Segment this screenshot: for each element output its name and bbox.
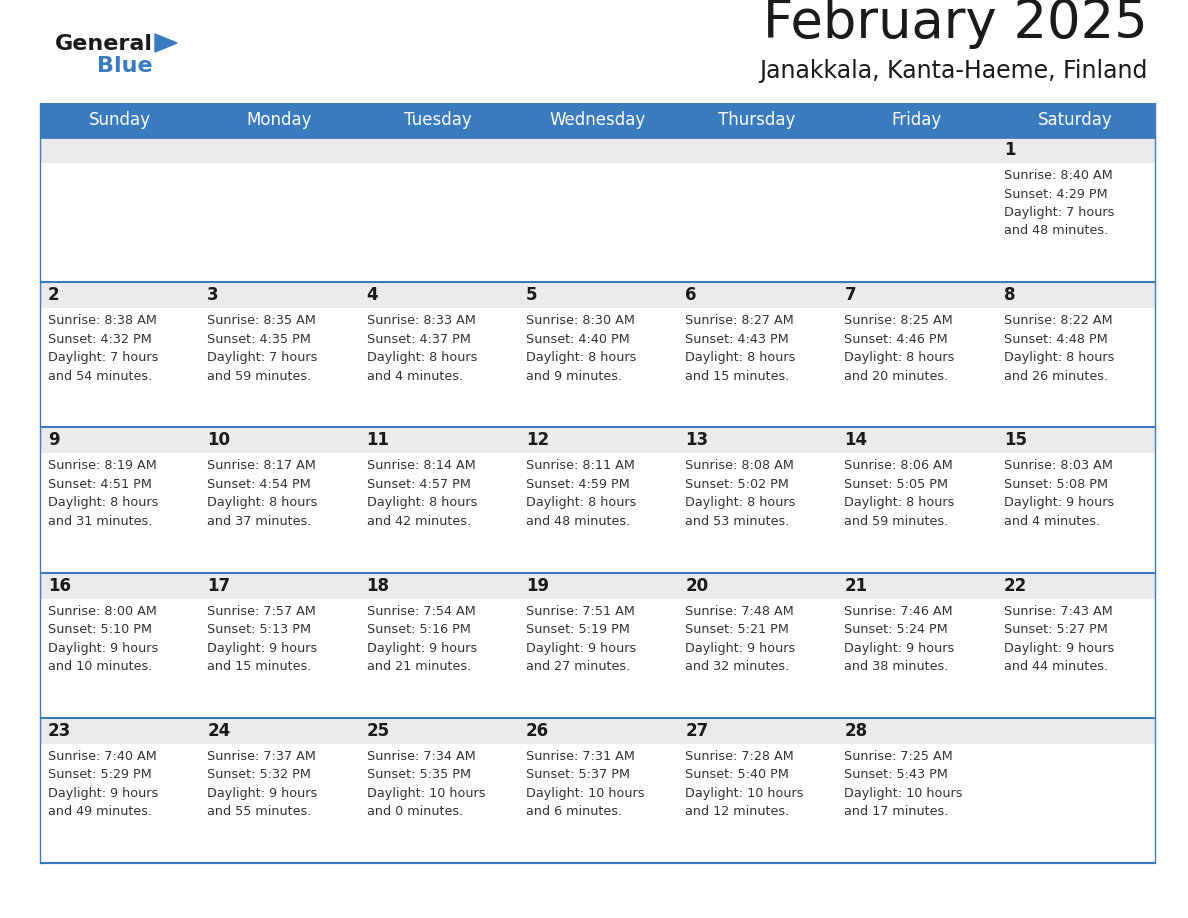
Bar <box>40 103 1155 137</box>
Text: Sunrise: 8:08 AM
Sunset: 5:02 PM
Daylight: 8 hours
and 53 minutes.: Sunrise: 8:08 AM Sunset: 5:02 PM Dayligh… <box>685 459 796 528</box>
Text: 1: 1 <box>1004 141 1016 159</box>
Text: 22: 22 <box>1004 577 1026 595</box>
Text: 23: 23 <box>48 722 71 740</box>
Text: Sunrise: 8:35 AM
Sunset: 4:35 PM
Daylight: 7 hours
and 59 minutes.: Sunrise: 8:35 AM Sunset: 4:35 PM Dayligh… <box>207 314 317 383</box>
Text: 6: 6 <box>685 286 696 304</box>
Text: Sunrise: 8:03 AM
Sunset: 5:08 PM
Daylight: 9 hours
and 4 minutes.: Sunrise: 8:03 AM Sunset: 5:08 PM Dayligh… <box>1004 459 1114 528</box>
Text: Sunrise: 8:25 AM
Sunset: 4:46 PM
Daylight: 8 hours
and 20 minutes.: Sunrise: 8:25 AM Sunset: 4:46 PM Dayligh… <box>845 314 955 383</box>
Text: 17: 17 <box>207 577 230 595</box>
Text: Monday: Monday <box>246 111 311 129</box>
Bar <box>40 453 1155 573</box>
Text: 27: 27 <box>685 722 708 740</box>
Bar <box>40 599 1155 718</box>
Text: Sunrise: 8:40 AM
Sunset: 4:29 PM
Daylight: 7 hours
and 48 minutes.: Sunrise: 8:40 AM Sunset: 4:29 PM Dayligh… <box>1004 169 1114 238</box>
Text: Sunrise: 8:22 AM
Sunset: 4:48 PM
Daylight: 8 hours
and 26 minutes.: Sunrise: 8:22 AM Sunset: 4:48 PM Dayligh… <box>1004 314 1114 383</box>
Text: Sunrise: 7:31 AM
Sunset: 5:37 PM
Daylight: 10 hours
and 6 minutes.: Sunrise: 7:31 AM Sunset: 5:37 PM Dayligh… <box>526 750 644 818</box>
Text: 21: 21 <box>845 577 867 595</box>
Text: 16: 16 <box>48 577 71 595</box>
Text: Sunrise: 8:00 AM
Sunset: 5:10 PM
Daylight: 9 hours
and 10 minutes.: Sunrise: 8:00 AM Sunset: 5:10 PM Dayligh… <box>48 605 158 673</box>
Text: Sunrise: 7:48 AM
Sunset: 5:21 PM
Daylight: 9 hours
and 32 minutes.: Sunrise: 7:48 AM Sunset: 5:21 PM Dayligh… <box>685 605 796 673</box>
Text: Sunrise: 7:51 AM
Sunset: 5:19 PM
Daylight: 9 hours
and 27 minutes.: Sunrise: 7:51 AM Sunset: 5:19 PM Dayligh… <box>526 605 636 673</box>
Text: 2: 2 <box>48 286 59 304</box>
Text: 13: 13 <box>685 431 708 450</box>
Bar <box>40 137 1155 163</box>
Text: 10: 10 <box>207 431 230 450</box>
Text: 11: 11 <box>367 431 390 450</box>
Text: 8: 8 <box>1004 286 1016 304</box>
Text: Friday: Friday <box>891 111 941 129</box>
Text: 5: 5 <box>526 286 537 304</box>
Bar <box>40 573 1155 599</box>
Text: Sunrise: 7:34 AM
Sunset: 5:35 PM
Daylight: 10 hours
and 0 minutes.: Sunrise: 7:34 AM Sunset: 5:35 PM Dayligh… <box>367 750 485 818</box>
Text: Tuesday: Tuesday <box>404 111 472 129</box>
Bar <box>40 282 1155 308</box>
Text: Sunrise: 7:28 AM
Sunset: 5:40 PM
Daylight: 10 hours
and 12 minutes.: Sunrise: 7:28 AM Sunset: 5:40 PM Dayligh… <box>685 750 803 818</box>
Text: Sunrise: 7:40 AM
Sunset: 5:29 PM
Daylight: 9 hours
and 49 minutes.: Sunrise: 7:40 AM Sunset: 5:29 PM Dayligh… <box>48 750 158 818</box>
Text: Thursday: Thursday <box>718 111 796 129</box>
Text: 19: 19 <box>526 577 549 595</box>
Text: 12: 12 <box>526 431 549 450</box>
Text: Sunrise: 8:30 AM
Sunset: 4:40 PM
Daylight: 8 hours
and 9 minutes.: Sunrise: 8:30 AM Sunset: 4:40 PM Dayligh… <box>526 314 637 383</box>
Text: 7: 7 <box>845 286 857 304</box>
Text: Sunrise: 7:54 AM
Sunset: 5:16 PM
Daylight: 9 hours
and 21 minutes.: Sunrise: 7:54 AM Sunset: 5:16 PM Dayligh… <box>367 605 476 673</box>
Text: Sunrise: 7:25 AM
Sunset: 5:43 PM
Daylight: 10 hours
and 17 minutes.: Sunrise: 7:25 AM Sunset: 5:43 PM Dayligh… <box>845 750 963 818</box>
Text: 26: 26 <box>526 722 549 740</box>
Text: Sunrise: 8:38 AM
Sunset: 4:32 PM
Daylight: 7 hours
and 54 minutes.: Sunrise: 8:38 AM Sunset: 4:32 PM Dayligh… <box>48 314 158 383</box>
Text: 18: 18 <box>367 577 390 595</box>
Text: 28: 28 <box>845 722 867 740</box>
Text: Sunrise: 7:57 AM
Sunset: 5:13 PM
Daylight: 9 hours
and 15 minutes.: Sunrise: 7:57 AM Sunset: 5:13 PM Dayligh… <box>207 605 317 673</box>
Text: Wednesday: Wednesday <box>549 111 645 129</box>
Text: Sunrise: 8:11 AM
Sunset: 4:59 PM
Daylight: 8 hours
and 48 minutes.: Sunrise: 8:11 AM Sunset: 4:59 PM Dayligh… <box>526 459 637 528</box>
Text: 20: 20 <box>685 577 708 595</box>
Text: Sunrise: 8:27 AM
Sunset: 4:43 PM
Daylight: 8 hours
and 15 minutes.: Sunrise: 8:27 AM Sunset: 4:43 PM Dayligh… <box>685 314 796 383</box>
Polygon shape <box>154 34 177 52</box>
Text: 14: 14 <box>845 431 867 450</box>
Bar <box>40 163 1155 282</box>
Text: Sunrise: 8:14 AM
Sunset: 4:57 PM
Daylight: 8 hours
and 42 minutes.: Sunrise: 8:14 AM Sunset: 4:57 PM Dayligh… <box>367 459 476 528</box>
Text: Saturday: Saturday <box>1038 111 1113 129</box>
Text: Sunrise: 7:37 AM
Sunset: 5:32 PM
Daylight: 9 hours
and 55 minutes.: Sunrise: 7:37 AM Sunset: 5:32 PM Dayligh… <box>207 750 317 818</box>
Bar <box>40 744 1155 863</box>
Text: 4: 4 <box>367 286 378 304</box>
Bar <box>40 718 1155 744</box>
Text: Blue: Blue <box>97 56 152 76</box>
Text: February 2025: February 2025 <box>763 0 1148 49</box>
Text: Sunrise: 8:19 AM
Sunset: 4:51 PM
Daylight: 8 hours
and 31 minutes.: Sunrise: 8:19 AM Sunset: 4:51 PM Dayligh… <box>48 459 158 528</box>
Text: Sunrise: 8:17 AM
Sunset: 4:54 PM
Daylight: 8 hours
and 37 minutes.: Sunrise: 8:17 AM Sunset: 4:54 PM Dayligh… <box>207 459 317 528</box>
Text: 24: 24 <box>207 722 230 740</box>
Text: Sunrise: 7:43 AM
Sunset: 5:27 PM
Daylight: 9 hours
and 44 minutes.: Sunrise: 7:43 AM Sunset: 5:27 PM Dayligh… <box>1004 605 1114 673</box>
Text: Sunrise: 7:46 AM
Sunset: 5:24 PM
Daylight: 9 hours
and 38 minutes.: Sunrise: 7:46 AM Sunset: 5:24 PM Dayligh… <box>845 605 955 673</box>
Bar <box>40 308 1155 428</box>
Text: Janakkala, Kanta-Haeme, Finland: Janakkala, Kanta-Haeme, Finland <box>759 59 1148 83</box>
Text: General: General <box>55 34 153 54</box>
Text: 15: 15 <box>1004 431 1026 450</box>
Text: 25: 25 <box>367 722 390 740</box>
Text: 9: 9 <box>48 431 59 450</box>
Text: Sunday: Sunday <box>89 111 151 129</box>
Text: Sunrise: 8:06 AM
Sunset: 5:05 PM
Daylight: 8 hours
and 59 minutes.: Sunrise: 8:06 AM Sunset: 5:05 PM Dayligh… <box>845 459 955 528</box>
Text: 3: 3 <box>207 286 219 304</box>
Text: Sunrise: 8:33 AM
Sunset: 4:37 PM
Daylight: 8 hours
and 4 minutes.: Sunrise: 8:33 AM Sunset: 4:37 PM Dayligh… <box>367 314 476 383</box>
Bar <box>40 428 1155 453</box>
